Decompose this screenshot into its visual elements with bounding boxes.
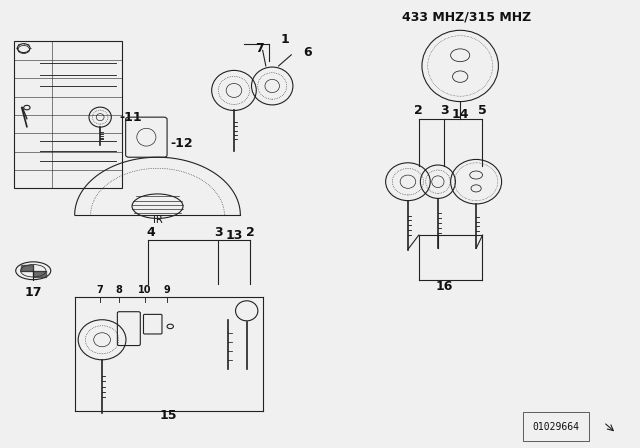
Text: -11: -11 (119, 111, 142, 124)
Text: 6: 6 (303, 46, 312, 59)
Text: 4: 4 (147, 226, 156, 239)
Text: 1: 1 (280, 33, 289, 46)
Bar (14, 42, 122, 188)
Text: 7: 7 (255, 42, 264, 55)
Text: 7: 7 (97, 285, 104, 295)
Text: -12: -12 (170, 138, 193, 151)
Text: 10: 10 (138, 285, 152, 295)
Text: 2: 2 (246, 226, 254, 239)
Text: 2: 2 (414, 104, 423, 117)
Text: 9: 9 (164, 285, 170, 295)
Text: 15: 15 (159, 409, 177, 422)
Text: 16: 16 (436, 280, 453, 293)
Text: 14: 14 (451, 108, 469, 121)
Text: 8: 8 (116, 285, 123, 295)
Text: 5: 5 (478, 104, 487, 117)
Text: 17: 17 (24, 286, 42, 299)
Text: 3: 3 (214, 226, 222, 239)
Text: IR: IR (152, 215, 163, 224)
Text: 3: 3 (440, 104, 449, 117)
Text: 433 MHZ/315 MHZ: 433 MHZ/315 MHZ (402, 10, 531, 23)
Text: 01029664: 01029664 (532, 422, 579, 431)
Text: 13: 13 (225, 228, 243, 241)
